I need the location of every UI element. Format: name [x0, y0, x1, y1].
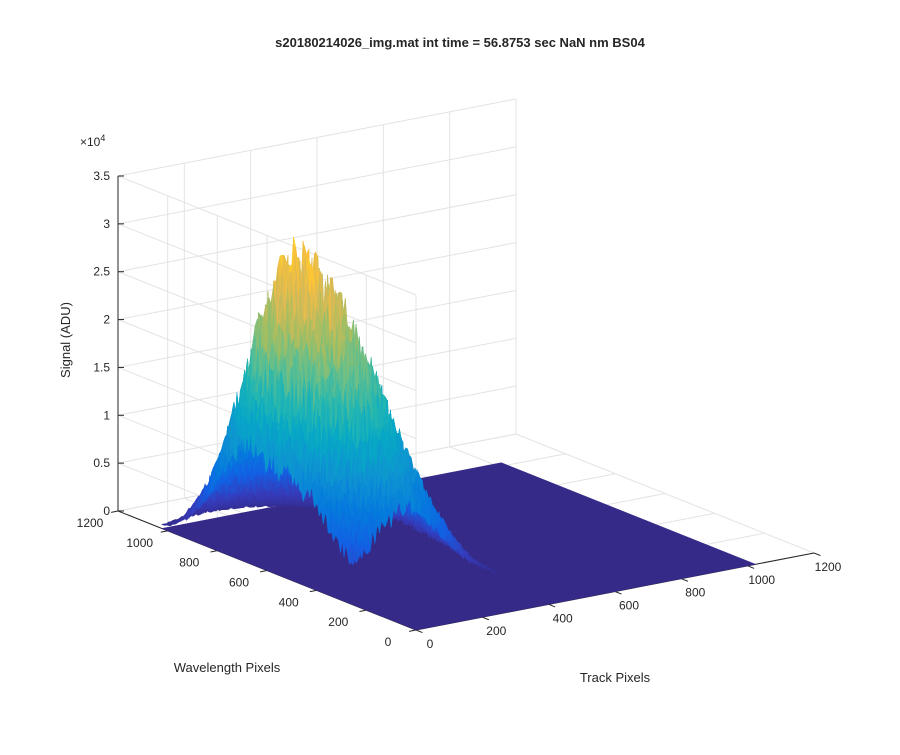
- x-tick-mark: [748, 566, 755, 569]
- y-tick-mark: [310, 590, 317, 591]
- x-tick-mark: [482, 617, 489, 620]
- y-tick-mark: [161, 531, 168, 532]
- x-tick-mark: [814, 553, 821, 556]
- x-tick-mark: [615, 592, 622, 595]
- x-tick-mark: [681, 579, 688, 582]
- y-tick-mark: [359, 610, 366, 611]
- x-tick-mark: [549, 604, 556, 607]
- y-tick-mark: [409, 630, 416, 631]
- y-tick-mark: [111, 511, 118, 512]
- y-tick-mark: [210, 551, 217, 552]
- x-tick-mark: [416, 630, 423, 633]
- y-tick-mark: [260, 571, 267, 572]
